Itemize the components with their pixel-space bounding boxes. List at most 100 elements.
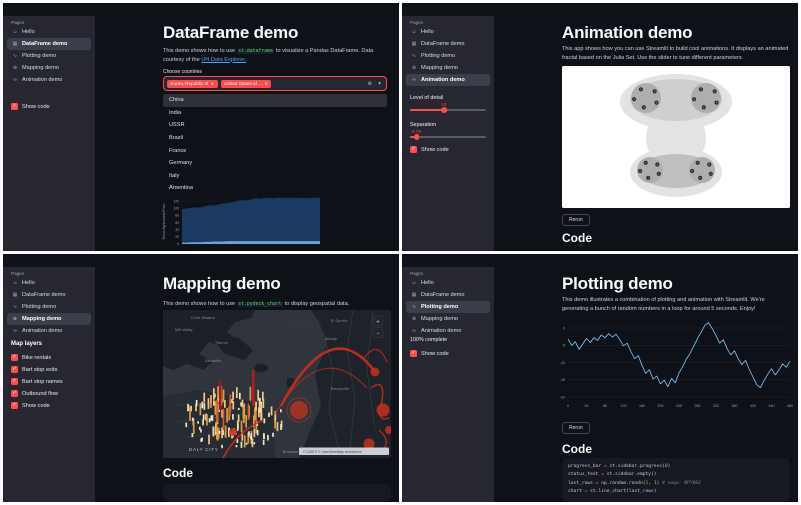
svg-text:40: 40 [585,404,589,408]
sidebar-item-plotting-demo[interactable]: ∿ Plotting demo [7,50,91,62]
map-zoom-controls[interactable]: + − [372,315,384,338]
julia-fractal-image [562,66,790,208]
tag-close-icon[interactable]: ✕ [210,81,215,86]
dropdown-option-germany[interactable]: Germany [169,160,193,167]
dropdown-option-france[interactable]: France [169,147,187,154]
slider-label: Level of detail [410,95,444,101]
map-attribution: © CARTO © OpenStreetMap contributors [299,447,389,455]
flow-nodes [229,367,391,450]
countries-multiselect[interactable]: Korea, Republic of ✕ United States of ... ✕… [163,76,387,91]
tag-close-icon[interactable]: ✕ [264,81,268,86]
sidebar-item-plotting-demo[interactable]: ∿ Plotting demo [406,50,490,62]
sparkles-icon: ∞ [412,328,416,334]
page-nav: ☺ Hello ▦ DataFrame demo ∿ Plotting demo ⊕ Mapp… [406,277,490,337]
sidebar-item-mapping-demo[interactable]: ⊕ Mapping demo [406,313,490,325]
page-description: This demo illustrates a combination of p… [562,297,765,312]
sidebar-item-hello[interactable]: ☺ Hello [406,26,490,38]
sparkles-icon: ∞ [412,77,416,83]
code-block: progress_bar = st.sidebar.progress(0) sta… [562,458,790,502]
svg-text:200: 200 [658,404,664,408]
dropdown-option-italy[interactable]: Italy [169,172,180,179]
sidebar-item-label: Mapping demo [22,316,62,322]
sidebar: Pages ☺ Hello ▦ DataFrame demo ∿ Plotting dem… [3,3,95,251]
layer-checkbox-show-code[interactable]: ✓ Show code [11,402,50,409]
checkbox-checked-icon: ✓ [410,146,417,153]
selected-tag[interactable]: United States of ... ✕ [220,79,272,88]
checkbox-label: Bike rentals [22,354,52,361]
svg-text:-20: -20 [560,395,565,399]
layer-checkbox-outbound-flow[interactable]: ✓ Outbound flow [11,390,58,397]
sidebar-item-hello[interactable]: ☺ Hello [7,277,91,289]
rerun-button[interactable]: Rerun [562,422,590,434]
clear-all-icon[interactable]: ⊗ [367,80,372,87]
sidebar-item-hello[interactable]: ☺ Hello [7,26,91,38]
show-code-checkbox[interactable]: ✓ Show code [410,350,449,357]
sidebar-item-dataframe-demo[interactable]: ▦ DataFrame demo [406,38,490,50]
zoom-out-button[interactable] [372,327,384,338]
wave-icon: ☺ [12,280,18,286]
checkbox-checked-icon: ✓ [11,378,18,385]
slider-value: 0.79 [412,128,421,134]
sidebar-item-dataframe-demo[interactable]: ▦ DataFrame demo [7,289,91,301]
sidebar-item-mapping-demo[interactable]: ⊕ Mapping demo [7,313,91,325]
wave-icon: ☺ [411,280,417,286]
line-chart: 0 -5 -10 -15 -20 0 40 80 120 160 200 240 280 320 360 40… [560,322,793,408]
checkbox-label: Show code [22,103,50,110]
sidebar-item-mapping-demo[interactable]: ⊕ Mapping demo [406,62,490,74]
show-code-checkbox[interactable]: ✓ Show code [410,146,449,153]
un-data-explorer-link[interactable]: UN Data Explorer. [201,56,247,63]
sidebar-item-animation-demo[interactable]: ∞ Animation demo [7,325,91,337]
globe-icon: ⊕ [12,316,18,322]
zoom-in-button[interactable] [372,315,384,327]
sidebar-item-animation-demo[interactable]: ∞ Animation demo [406,325,490,337]
dropdown-option-india[interactable]: India [169,109,182,116]
slider-track[interactable] [410,134,486,140]
sidebar-item-label: DataFrame demo [22,41,68,47]
table-icon: ▦ [12,292,18,298]
checkbox-checked-icon: ✓ [11,366,18,373]
svg-text:440: 440 [769,404,775,408]
page-description: This demo shows how to use st.dataframe … [163,47,391,64]
map-canvas[interactable]: Corte Madera Mill Valley Tiburon Sausalito E… [163,310,391,458]
code-line: status_text = st.sidebar.empty() [568,472,657,478]
description-text: to display geospatial data. [284,301,350,307]
sidebar-item-dataframe-demo[interactable]: ▦ DataFrame demo [406,289,490,301]
svg-text:0: 0 [177,242,179,246]
sidebar-item-animation-demo[interactable]: ∞ Animation demo [7,74,91,86]
pydeck-map[interactable]: Corte Madera Mill Valley Tiburon Sausalito E… [163,310,391,458]
sidebar-item-hello[interactable]: ☺ Hello [406,277,490,289]
sidebar-item-plotting-demo[interactable]: ∿ Plotting demo [406,301,490,313]
code-block [163,484,391,502]
dropdown-option-ussr[interactable]: USSR [169,122,185,129]
sidebar-item-label: Plotting demo [22,304,57,310]
zoom-in-icon: + [376,320,380,326]
sidebar-item-label: Animation demo [22,77,63,83]
countries-dropdown: China India USSR Brazil France Germany Italy Ar… [163,94,387,195]
slider-thumb[interactable] [414,134,420,140]
dropdown-option-china[interactable]: China [163,94,387,107]
sidebar-item-plotting-demo[interactable]: ∿ Plotting demo [7,301,91,313]
sidebar-item-animation-demo[interactable]: ∞ Animation demo [406,74,490,86]
layer-checkbox-bart-stop-exits[interactable]: ✓ Bart stop exits [11,366,57,373]
svg-text:80: 80 [175,214,179,218]
sidebar-item-label: Plotting demo [22,53,57,59]
checkbox-checked-icon: ✓ [11,103,18,110]
slider-track[interactable] [410,107,486,113]
chevron-down-icon[interactable]: ▾ [378,80,381,87]
sidebar-item-mapping-demo[interactable]: ⊕ Mapping demo [7,62,91,74]
code-heading: Code [562,442,592,456]
slider-fill [410,109,445,112]
rerun-button[interactable]: Rerun [562,214,590,226]
dropdown-option-brazil[interactable]: Brazil [169,135,183,142]
app-mapping-demo: Pages ☺ Hello ▦ DataFrame demo ∿ Plotting dem… [3,254,399,502]
dropdown-option-argentina[interactable]: Argentina [163,182,387,195]
sidebar-item-label: Mapping demo [22,65,60,71]
checkbox-label: Bart stop exits [22,366,58,373]
layer-checkbox-bike-rentals[interactable]: ✓ Bike rentals [11,354,51,361]
selected-tag[interactable]: Korea, Republic of ✕ [167,79,218,88]
slider-thumb[interactable] [441,107,447,113]
sidebar-item-dataframe-demo[interactable]: ▦ DataFrame demo [7,38,91,50]
page-nav: ☺ Hello ▦ DataFrame demo ∿ Plotting demo ⊕ Mapp… [7,26,91,86]
layer-checkbox-bart-stop-names[interactable]: ✓ Bart stop names [11,378,63,385]
show-code-checkbox[interactable]: ✓ Show code [11,103,50,110]
